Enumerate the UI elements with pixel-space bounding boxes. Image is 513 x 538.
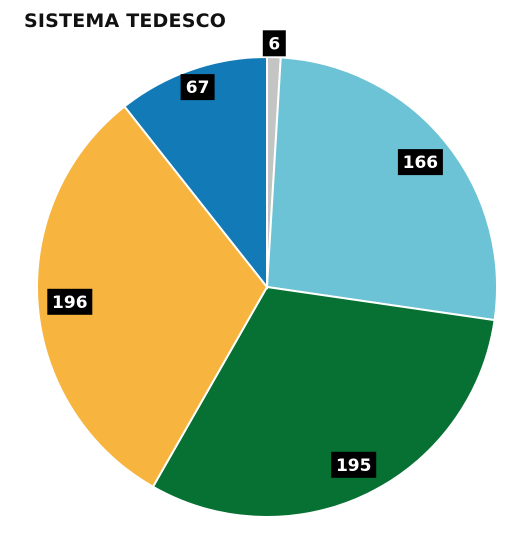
- pie-slice-195: [151, 285, 496, 518]
- data-label-text: 67: [186, 78, 210, 98]
- pie-labels: 6 166 195 196 67: [47, 30, 443, 478]
- data-label-box: [262, 30, 286, 57]
- data-label-166: 166: [397, 149, 443, 176]
- pie-slice-67: [123, 55, 268, 290]
- data-label-box: [331, 451, 377, 478]
- data-label-6: 6: [262, 30, 286, 57]
- pie-slice-166: [265, 56, 498, 322]
- data-label-196: 196: [47, 288, 93, 315]
- pie-slice-196: [36, 105, 269, 489]
- data-label-box: [47, 288, 93, 315]
- chart-title: SISTEMA TEDESCO: [24, 10, 227, 32]
- data-label-box: [180, 74, 215, 101]
- data-label-box: [397, 149, 443, 176]
- data-label-text: 6: [268, 34, 280, 54]
- data-label-text: 195: [336, 456, 372, 476]
- data-label-195: 195: [331, 451, 377, 478]
- data-label-text: 196: [52, 293, 88, 313]
- pie-slices: [36, 55, 498, 518]
- data-label-text: 166: [403, 153, 439, 173]
- data-label-67: 67: [180, 74, 215, 101]
